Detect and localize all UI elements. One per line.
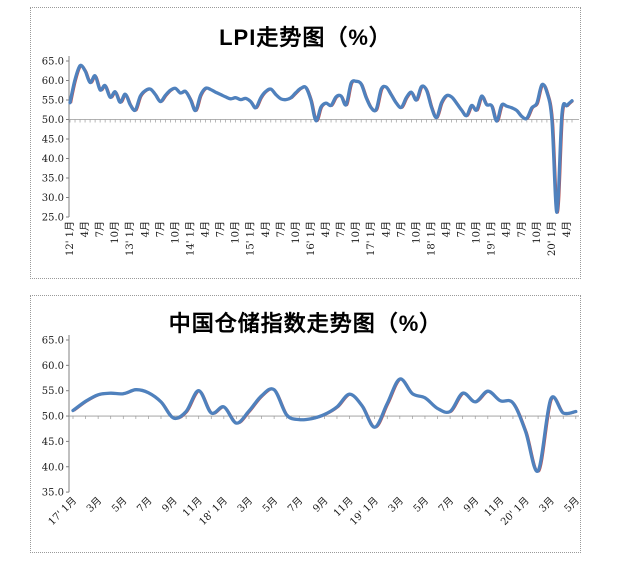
x-tick-label: 18' 1月 [425, 221, 437, 256]
y-tick-label: 35.0 [42, 488, 64, 499]
x-tick-label: 9月 [310, 495, 330, 515]
series-line [71, 377, 578, 473]
x-tick-label: 4月 [260, 221, 272, 237]
x-tick-label: 20' 1月 [546, 221, 558, 256]
y-tick-label: 55.0 [42, 386, 64, 397]
x-tick-label: 5月 [260, 495, 280, 515]
y-tick-label: 40.0 [42, 462, 64, 473]
x-tick-label: 4月 [200, 221, 212, 237]
y-tick-label: 45.0 [42, 135, 64, 146]
warehouse-index-chart: 中国仓储指数走势图（%） 65.0 60.0 55.0 50.0 45.0 40.0 35.… [30, 295, 581, 553]
lpi-chart-title: LPI走势图（%） [219, 25, 392, 50]
x-tick-label: 7月 [285, 495, 305, 515]
x-tick-label: 19' 1月 [486, 221, 498, 256]
y-tick-label: 65.0 [42, 336, 64, 347]
x-tick-label: 10月 [290, 221, 302, 244]
x-tick-label: 10月 [109, 221, 121, 244]
x-tick-label: 7月 [395, 221, 407, 237]
x-tick-label: 5月 [411, 495, 431, 515]
x-tick-label: 4月 [441, 221, 453, 237]
x-tick-label: 5月 [562, 495, 580, 515]
y-axis: 65.0 60.0 55.0 50.0 45.0 40.0 35.0 [42, 335, 70, 499]
x-tick-label: 4月 [380, 221, 392, 237]
x-tick-label: 10月 [230, 221, 242, 244]
x-tick-label: 15' 1月 [245, 221, 257, 256]
x-tick-label: 4月 [561, 221, 573, 237]
baseline-axis [69, 119, 579, 123]
y-tick-label: 60.0 [42, 76, 64, 87]
x-tick-label: 7月 [275, 221, 287, 237]
x-tick-label: 17' 1月 [46, 495, 79, 528]
x-tick-label: 10月 [169, 221, 181, 244]
y-tick-label: 45.0 [42, 437, 64, 448]
x-tick-label: 3月 [537, 495, 557, 515]
series-line [68, 63, 574, 214]
y-tick-label: 35.0 [42, 174, 64, 185]
x-tick-label: 7月 [215, 221, 227, 237]
y-tick-label: 65.0 [42, 57, 64, 68]
y-tick-label: 25.0 [42, 213, 64, 224]
x-tick-label: 10月 [471, 221, 483, 244]
x-tick-label: 7月 [335, 221, 347, 237]
x-tick-label: 3月 [84, 495, 104, 515]
x-tick-label: 7月 [436, 495, 456, 515]
x-tick-label: 9月 [160, 495, 180, 515]
x-tick-label: 10月 [350, 221, 362, 244]
x-tick-label: 18' 1月 [197, 495, 230, 528]
x-tick-label: 20' 1月 [498, 495, 531, 528]
series-line-shadow [70, 64, 574, 214]
y-axis: 65.0 60.0 55.0 50.0 45.0 40.0 35.0 30.0 25.0 [42, 56, 70, 224]
x-tick-label: 19' 1月 [348, 495, 381, 528]
x-tick-label: 4月 [139, 221, 151, 237]
y-tick-label: 55.0 [42, 96, 64, 107]
x-tick-label: 7月 [94, 221, 106, 237]
x-tick-label: 3月 [235, 495, 255, 515]
x-tick-label: 4月 [501, 221, 513, 237]
x-tick-label: 10月 [531, 221, 543, 244]
x-tick-label: 7月 [456, 221, 468, 237]
lpi-chart: LPI走势图（%） 65.0 60.0 55.0 50.0 45.0 40.0 35.0 30… [30, 7, 581, 279]
x-tick-label: 10月 [410, 221, 422, 244]
y-tick-label: 50.0 [42, 115, 64, 126]
x-tick-label: 3月 [386, 495, 406, 515]
x-tick-label: 16' 1月 [305, 221, 317, 256]
x-tick-label: 13' 1月 [124, 221, 136, 256]
x-tick-label: 14' 1月 [184, 221, 196, 256]
x-tick-label: 17' 1月 [365, 221, 377, 256]
x-tick-label: 12' 1月 [64, 221, 76, 256]
y-tick-label: 50.0 [42, 412, 64, 423]
x-tick-label: 7月 [134, 495, 154, 515]
x-tick-label: 4月 [320, 221, 332, 237]
lpi-chart-plot: 65.0 60.0 55.0 50.0 45.0 40.0 35.0 30.0 25.012' … [42, 56, 579, 256]
y-tick-label: 30.0 [42, 193, 64, 204]
x-tick-label: 5月 [109, 495, 129, 515]
x-tick-label: 4月 [79, 221, 91, 237]
x-axis-labels: 12' 1月 4月 7月 10月 13' 1月 4月 7月 10月 14' 1月 4月 7月 10月 1… [64, 221, 573, 256]
y-tick-label: 60.0 [42, 361, 64, 372]
x-tick-label: 9月 [461, 495, 481, 515]
warehouse-chart-plot: 65.060.055.050.045.040.035.017' 1月 3月 5月 7月… [42, 335, 580, 528]
x-tick-label: 7月 [516, 221, 528, 237]
warehouse-chart-title: 中国仓储指数走势图（%） [168, 311, 443, 336]
x-tick-label: 7月 [154, 221, 166, 237]
y-tick-label: 40.0 [42, 154, 64, 165]
